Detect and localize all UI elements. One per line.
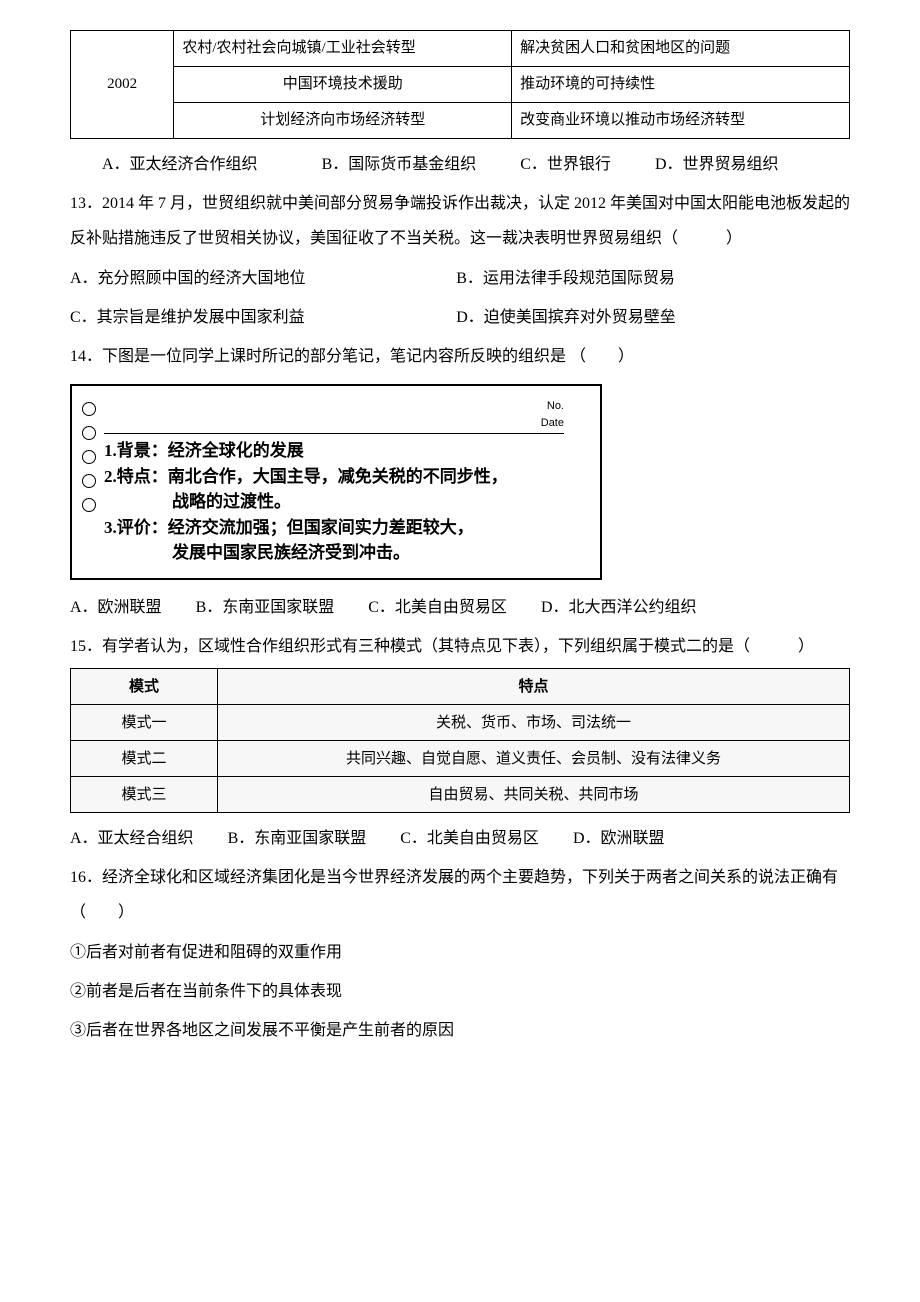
option-a: A．亚太经合组织 — [70, 821, 194, 856]
option-b: B．东南亚国家联盟 — [228, 821, 367, 856]
context-table-q12: 2002 农村/农村社会向城镇/工业社会转型 解决贫困人口和贫困地区的问题 中国… — [70, 30, 850, 139]
year-cell: 2002 — [71, 31, 174, 139]
note-line: 2.特点：南北合作，大国主导，减免关税的不同步性， — [104, 464, 564, 490]
q16-item-2: ②前者是后者在当前条件下的具体表现 — [70, 974, 850, 1009]
q14-stem: 14．下图是一位同学上课时所记的部分笔记，笔记内容所反映的组织是 （ ） — [70, 339, 850, 374]
option-a: A．亚太经济合作组织 — [102, 156, 258, 173]
table-row: 计划经济向市场经济转型 改变商业环境以推动市场经济转型 — [71, 103, 850, 139]
table-row: 2002 农村/农村社会向城镇/工业社会转型 解决贫困人口和贫困地区的问题 — [71, 31, 850, 67]
q16-item-3: ③后者在世界各地区之间发展不平衡是产生前者的原因 — [70, 1013, 850, 1048]
handwritten-note: No.Date 1.背景：经济全球化的发展 2.特点：南北合作，大国主导，减免关… — [70, 384, 602, 580]
q12-options: A．亚太经济合作组织 B．国际货币基金组织 C．世界银行 D．世界贸易组织 — [70, 147, 850, 182]
option-d: D．欧洲联盟 — [573, 821, 665, 856]
q13-stem: 13．2014 年 7 月，世贸组织就中美间部分贸易争端投诉作出裁决，认定 20… — [70, 186, 850, 256]
option-b: B．国际货币基金组织 — [322, 156, 477, 173]
option-d: D．北大西洋公约组织 — [541, 590, 697, 625]
option-a: A．充分照顾中国的经济大国地位 — [70, 261, 452, 296]
cell: 推动环境的可持续性 — [512, 67, 850, 103]
option-a: A．欧洲联盟 — [70, 590, 162, 625]
cell: 解决贫困人口和贫困地区的问题 — [512, 31, 850, 67]
table-row: 中国环境技术援助 推动环境的可持续性 — [71, 67, 850, 103]
cell: 模式一 — [71, 705, 218, 741]
option-c: C．其宗旨是维护发展中国家利益 — [70, 300, 452, 335]
note-content: No.Date 1.背景：经济全球化的发展 2.特点：南北合作，大国主导，减免关… — [100, 392, 568, 572]
col-header: 模式 — [71, 669, 218, 705]
option-c: C．世界银行 — [520, 156, 611, 173]
table-row: 模式二 共同兴趣、自觉自愿、道义责任、会员制、没有法律义务 — [71, 741, 850, 777]
q15-options: A．亚太经合组织 B．东南亚国家联盟 C．北美自由贸易区 D．欧洲联盟 — [70, 821, 850, 856]
q13-options-row1: A．充分照顾中国的经济大国地位 B．运用法律手段规范国际贸易 — [70, 261, 850, 296]
cell: 共同兴趣、自觉自愿、道义责任、会员制、没有法律义务 — [218, 741, 850, 777]
cell: 关税、货币、市场、司法统一 — [218, 705, 850, 741]
spiral-binding-icon — [80, 392, 96, 522]
table-header-row: 模式 特点 — [71, 669, 850, 705]
cell: 改变商业环境以推动市场经济转型 — [512, 103, 850, 139]
note-line: 战略的过渡性。 — [104, 489, 564, 515]
note-line: 3.评价：经济交流加强；但国家间实力差距较大， — [104, 515, 564, 541]
q13-options-row2: C．其宗旨是维护发展中国家利益 D．迫使美国摈弃对外贸易壁垒 — [70, 300, 850, 335]
option-b: B．运用法律手段规范国际贸易 — [456, 261, 838, 296]
q15-mode-table: 模式 特点 模式一 关税、货币、市场、司法统一 模式二 共同兴趣、自觉自愿、道义… — [70, 668, 850, 813]
option-c: C．北美自由贸易区 — [400, 821, 539, 856]
option-b: B．东南亚国家联盟 — [196, 590, 335, 625]
table-row: 模式三 自由贸易、共同关税、共同市场 — [71, 777, 850, 813]
cell: 计划经济向市场经济转型 — [174, 103, 512, 139]
cell: 自由贸易、共同关税、共同市场 — [218, 777, 850, 813]
note-line: 发展中国家民族经济受到冲击。 — [104, 540, 564, 566]
cell: 模式三 — [71, 777, 218, 813]
table-row: 模式一 关税、货币、市场、司法统一 — [71, 705, 850, 741]
option-d: D．世界贸易组织 — [655, 156, 779, 173]
col-header: 特点 — [218, 669, 850, 705]
cell: 农村/农村社会向城镇/工业社会转型 — [174, 31, 512, 67]
q16-item-1: ①后者对前者有促进和阻碍的双重作用 — [70, 935, 850, 970]
note-header-labels: No.Date — [104, 398, 564, 434]
cell: 模式二 — [71, 741, 218, 777]
note-line: 1.背景：经济全球化的发展 — [104, 438, 564, 464]
q15-stem: 15．有学者认为，区域性合作组织形式有三种模式（其特点见下表），下列组织属于模式… — [70, 629, 850, 664]
q14-options: A．欧洲联盟 B．东南亚国家联盟 C．北美自由贸易区 D．北大西洋公约组织 — [70, 590, 850, 625]
option-c: C．北美自由贸易区 — [368, 590, 507, 625]
cell: 中国环境技术援助 — [174, 67, 512, 103]
q16-stem: 16．经济全球化和区域经济集团化是当今世界经济发展的两个主要趋势，下列关于两者之… — [70, 860, 850, 930]
option-d: D．迫使美国摈弃对外贸易壁垒 — [456, 300, 838, 335]
